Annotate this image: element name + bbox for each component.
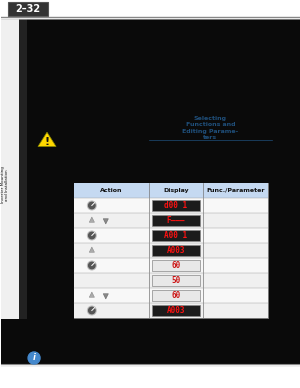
Polygon shape: [89, 217, 94, 222]
Text: Func./Parameter: Func./Parameter: [206, 188, 265, 193]
Bar: [152, 305, 200, 316]
Bar: [1, 364, 300, 388]
Polygon shape: [89, 247, 94, 252]
Bar: [152, 245, 200, 256]
Text: Display: Display: [163, 188, 189, 193]
Bar: [74, 288, 268, 303]
Text: !: !: [44, 137, 50, 147]
Circle shape: [87, 305, 97, 315]
Bar: [74, 258, 268, 273]
Circle shape: [87, 230, 97, 241]
Bar: [152, 215, 200, 226]
Bar: [152, 260, 200, 271]
Text: d00 1: d00 1: [164, 201, 188, 210]
Text: A003: A003: [167, 306, 185, 315]
Bar: [152, 275, 200, 286]
Bar: [74, 183, 268, 198]
Bar: [152, 290, 200, 301]
Polygon shape: [103, 219, 108, 224]
Text: A003: A003: [167, 246, 185, 255]
Polygon shape: [38, 132, 56, 147]
Text: A00 1: A00 1: [164, 231, 188, 240]
Bar: [152, 230, 200, 241]
Text: i: i: [33, 353, 35, 362]
Circle shape: [88, 202, 95, 209]
Text: Inverter Mounting
and Installation: Inverter Mounting and Installation: [1, 166, 10, 203]
Bar: [74, 273, 268, 288]
FancyBboxPatch shape: [8, 2, 48, 16]
Text: F–––: F–––: [167, 216, 185, 225]
Bar: [1, 19, 19, 319]
Bar: [152, 200, 200, 211]
Bar: [74, 228, 268, 243]
Circle shape: [87, 260, 97, 270]
Text: Action: Action: [100, 188, 122, 193]
Bar: [19, 19, 27, 319]
Text: Selecting
Functions and
Editing Parame-
ters: Selecting Functions and Editing Parame- …: [182, 116, 238, 140]
Bar: [74, 198, 268, 213]
Circle shape: [88, 232, 95, 239]
Circle shape: [87, 201, 97, 211]
Circle shape: [88, 307, 95, 314]
Text: 50: 50: [171, 276, 181, 285]
Bar: [74, 183, 268, 318]
Circle shape: [28, 352, 40, 364]
Bar: [74, 243, 268, 258]
Bar: [1, 0, 300, 18]
Bar: [1, 19, 300, 364]
Circle shape: [88, 262, 95, 269]
Text: 2–32: 2–32: [16, 4, 41, 14]
Bar: [74, 303, 268, 318]
Text: 60: 60: [171, 261, 181, 270]
Text: 60: 60: [171, 291, 181, 300]
Polygon shape: [103, 294, 108, 299]
Bar: [74, 213, 268, 228]
Polygon shape: [89, 292, 94, 297]
